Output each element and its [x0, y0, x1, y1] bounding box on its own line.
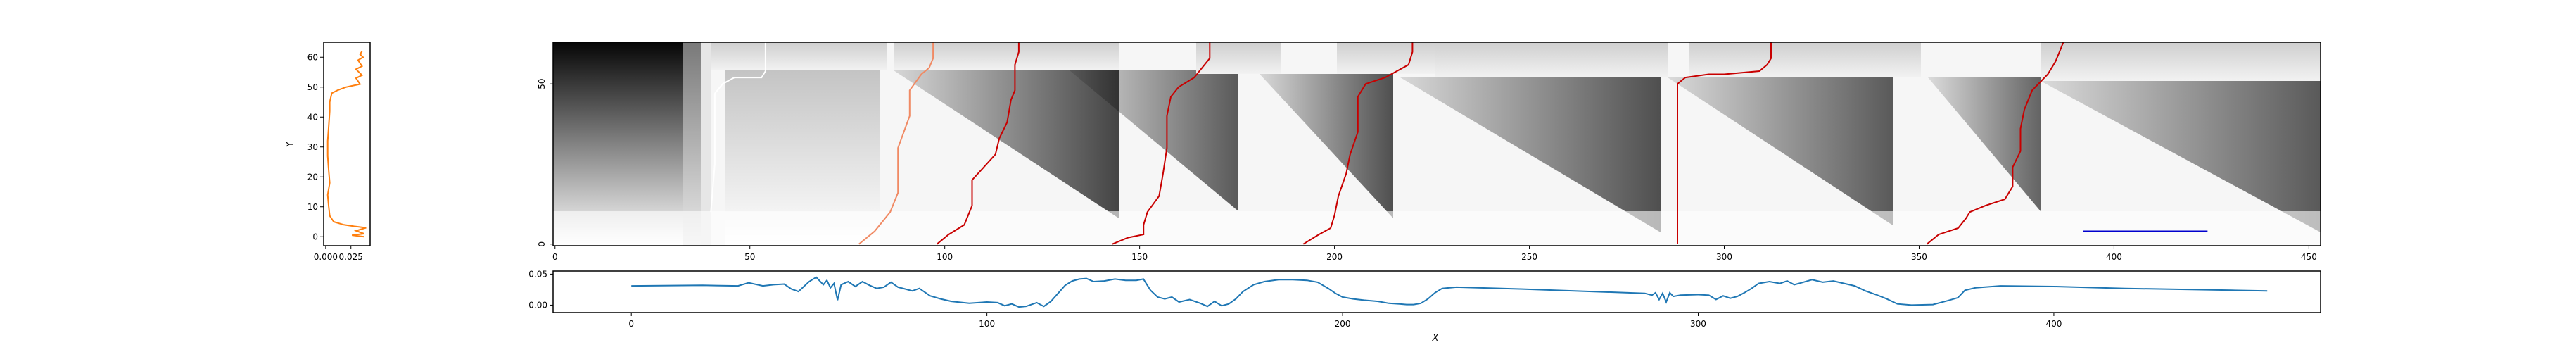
y-profile-panel: 0 10 20 30 40 50 60 0.000 0.025 Y — [285, 42, 371, 262]
x-profile-xtick-label: 0 — [628, 319, 634, 329]
x-profile-xtick-label: 400 — [2045, 319, 2062, 329]
heatmap-xtick-label: 200 — [1326, 252, 1343, 262]
y-profile-xtick-label: 0.025 — [339, 252, 363, 262]
y-profile-ytick-label: 40 — [307, 112, 318, 122]
y-profile-ytick-label: 10 — [307, 202, 318, 212]
heatmap-xtick-label: 150 — [1131, 252, 1148, 262]
y-profile-series-line — [326, 51, 367, 238]
x-profile-ytick-label: 0.00 — [528, 300, 547, 310]
x-profile-panel: 0 100 200 300 400 0.00 0.05 X — [528, 269, 2321, 344]
heatmap-y-ticks: 0 50 — [537, 79, 553, 247]
heatmap-xtick-label: 300 — [1716, 252, 1732, 262]
y-profile-ytick-label: 30 — [307, 142, 318, 152]
heatmap-xtick-label: 100 — [937, 252, 953, 262]
y-profile-xtick-label: 0.000 — [314, 252, 338, 262]
x-profile-xlabel: X — [1432, 333, 1440, 344]
boundary-path-3 — [936, 42, 1020, 245]
boundary-path-5 — [1302, 42, 1414, 245]
heatmap-image — [553, 42, 2321, 246]
y-profile-ytick-label: 20 — [307, 172, 318, 182]
heatmap-x-ticks: 0 50 100 150 200 250 300 350 400 450 — [552, 246, 2317, 262]
boundary-path-2 — [858, 42, 934, 245]
y-profile-ylabel: Y — [285, 142, 296, 148]
x-profile-x-ticks: 0 100 200 300 400 — [628, 313, 2062, 329]
heatmap-xtick-label: 450 — [2301, 252, 2317, 262]
heatmap-xtick-label: 350 — [1911, 252, 1927, 262]
x-profile-xtick-label: 100 — [979, 319, 995, 329]
heatmap-xtick-label: 250 — [1521, 252, 1537, 262]
y-profile-ytick-label: 50 — [307, 82, 318, 92]
heatmap-xtick-label: 0 — [552, 252, 558, 262]
boundary-path-4 — [1112, 42, 1211, 245]
y-profile-ytick-label: 0 — [312, 232, 318, 241]
x-profile-xtick-label: 200 — [1335, 319, 1351, 329]
heatmap-axes-frame — [552, 42, 2321, 246]
heatmap-ytick-label: 0 — [537, 241, 547, 247]
heatmap-xtick-label: 400 — [2106, 252, 2122, 262]
x-profile-series-line — [631, 276, 2268, 308]
boundary-path-6 — [1677, 42, 1772, 244]
boundary-path-1 — [710, 42, 766, 213]
heatmap-panel: 0 50 100 150 200 250 300 350 400 450 0 50 — [537, 42, 2321, 262]
heatmap-xtick-label: 50 — [744, 252, 755, 262]
y-profile-y-ticks: 0 10 20 30 40 50 60 — [307, 52, 324, 241]
boundary-path-7 — [1926, 42, 2064, 245]
y-profile-x-ticks: 0.000 0.025 — [314, 246, 363, 262]
heatmap-ytick-label: 50 — [537, 79, 547, 89]
y-profile-axes — [323, 42, 371, 246]
boundary-paths — [710, 42, 2064, 245]
x-profile-y-ticks: 0.00 0.05 — [528, 269, 553, 310]
x-profile-ytick-label: 0.05 — [528, 269, 547, 279]
x-profile-xtick-label: 300 — [1690, 319, 1706, 329]
y-profile-ytick-label: 60 — [307, 52, 318, 62]
